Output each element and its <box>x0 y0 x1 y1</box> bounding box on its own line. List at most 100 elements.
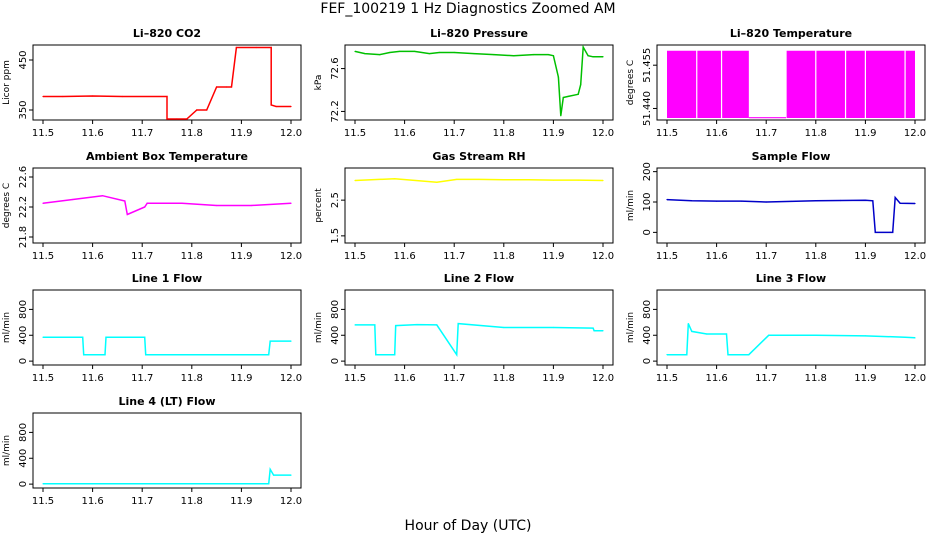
data-point <box>528 179 530 181</box>
panel-title: Line 4 (LT) Flow <box>119 395 216 408</box>
data-point <box>532 54 535 56</box>
data-point <box>503 179 505 181</box>
data-point <box>290 474 292 476</box>
data-point <box>547 54 550 56</box>
data-point <box>894 196 896 199</box>
data-point <box>273 474 275 476</box>
x-tick-label: 11.5 <box>32 496 54 507</box>
data-point <box>587 55 589 57</box>
panel-4: Gas Stream RH 1.5 2.5 percent 11.5 11.6 11.7 11… <box>314 150 614 262</box>
data-point <box>394 354 396 356</box>
data-point <box>270 46 272 49</box>
x-tick-label: 11.8 <box>805 251 827 262</box>
y-tick-label: 21.8 <box>18 226 29 248</box>
x-tick-label: 11.5 <box>32 373 54 384</box>
data-point <box>691 330 693 332</box>
x-tick-label: 12.0 <box>280 251 302 262</box>
data-point <box>166 95 168 98</box>
y-axis-label: percent <box>314 188 324 223</box>
y-tick-label: 51.455 <box>642 48 653 83</box>
data-point <box>413 50 416 53</box>
data-point <box>216 86 218 88</box>
data-point <box>706 333 708 335</box>
data-point <box>478 178 480 181</box>
x-tick-label: 11.5 <box>656 251 678 262</box>
panel-title: Li–820 CO2 <box>133 27 201 40</box>
panel-5: Sample Flow 0 100 200 ml/min 11.5 11.6 11.7 11.8… <box>626 150 926 262</box>
x-tick-label: 11.7 <box>443 128 465 139</box>
data-point <box>186 118 188 120</box>
data-point <box>399 50 401 53</box>
y-tick-label: 22.2 <box>18 196 29 218</box>
x-tick-label: 11.9 <box>230 128 252 139</box>
x-tick-label: 12.0 <box>592 128 614 139</box>
x-tick-label: 11.9 <box>542 128 564 139</box>
main-title: FEF_100219 1 Hz Diagnostics Zoomed AM <box>320 1 616 17</box>
data-point <box>592 327 594 329</box>
series-line <box>42 194 292 216</box>
x-tick-label: 11.7 <box>131 251 153 262</box>
x-tick-label: 12.0 <box>904 251 926 262</box>
data-point <box>269 468 271 470</box>
y-axis-label: degrees C <box>626 60 636 105</box>
data-point <box>141 483 143 485</box>
panel-1: Li–820 Pressure 72.2 72.6 kPa 11.5 11.6 11.7 11… <box>314 27 614 139</box>
y-axis-label: Licor ppm <box>2 60 12 105</box>
x-tick-label: 11.9 <box>542 373 564 384</box>
y-tick-label: 400 <box>18 326 29 345</box>
series-line <box>666 195 916 234</box>
y-tick-label: 800 <box>18 423 29 442</box>
data-point <box>379 54 381 56</box>
data-point <box>416 323 418 326</box>
data-point <box>552 326 555 329</box>
x-axis-title: Hour of Day (UTC) <box>404 518 532 534</box>
x-tick-label: 11.9 <box>230 496 252 507</box>
data-point <box>82 336 84 338</box>
panel-title: Line 3 Flow <box>756 272 826 285</box>
x-tick-label: 11.8 <box>181 496 203 507</box>
y-tick-label: 51.440 <box>642 91 653 126</box>
data-point <box>181 202 183 204</box>
y-tick-label: 2.5 <box>330 192 341 208</box>
y-tick-label: 1.5 <box>330 228 341 244</box>
x-tick-label: 11.6 <box>393 373 415 384</box>
y-tick-label: 450 <box>18 50 29 69</box>
data-point <box>456 354 458 356</box>
x-tick-label: 11.6 <box>393 128 415 139</box>
x-tick-label: 11.5 <box>32 128 54 139</box>
y-tick-label: 22.6 <box>18 166 29 188</box>
x-tick-label: 11.7 <box>131 373 153 384</box>
data-point <box>716 200 718 202</box>
x-tick-label: 11.6 <box>705 373 727 384</box>
data-point <box>145 354 147 356</box>
y-axis-label: ml/min <box>626 190 636 221</box>
x-tick-label: 12.0 <box>592 251 614 262</box>
data-point <box>72 198 74 201</box>
data-point <box>438 51 440 54</box>
x-tick-label: 11.5 <box>656 128 678 139</box>
data-point <box>687 323 689 325</box>
data-point <box>250 204 252 207</box>
data-point <box>290 105 292 108</box>
y-tick-label: 0 <box>330 358 341 364</box>
x-tick-label: 11.9 <box>230 251 252 262</box>
x-tick-label: 11.5 <box>656 373 678 384</box>
y-tick-label: 0 <box>18 358 29 364</box>
x-tick-label: 11.6 <box>81 496 103 507</box>
x-tick-label: 12.0 <box>280 496 302 507</box>
data-point <box>124 200 126 202</box>
data-point <box>552 55 555 57</box>
x-tick-label: 11.6 <box>81 128 103 139</box>
data-point <box>395 324 397 327</box>
x-tick-label: 11.7 <box>131 128 153 139</box>
x-tick-label: 11.9 <box>854 373 876 384</box>
panel-title: Gas Stream RH <box>432 150 525 163</box>
x-tick-label: 11.7 <box>755 251 777 262</box>
data-point <box>389 51 391 54</box>
data-point <box>892 231 894 233</box>
y-tick-label: 800 <box>642 300 653 319</box>
data-point <box>577 179 579 181</box>
data-point <box>567 95 569 98</box>
panel-9: Line 4 (LT) Flow 0 400 800 ml/min 11.5 11.6 11.… <box>2 395 302 507</box>
